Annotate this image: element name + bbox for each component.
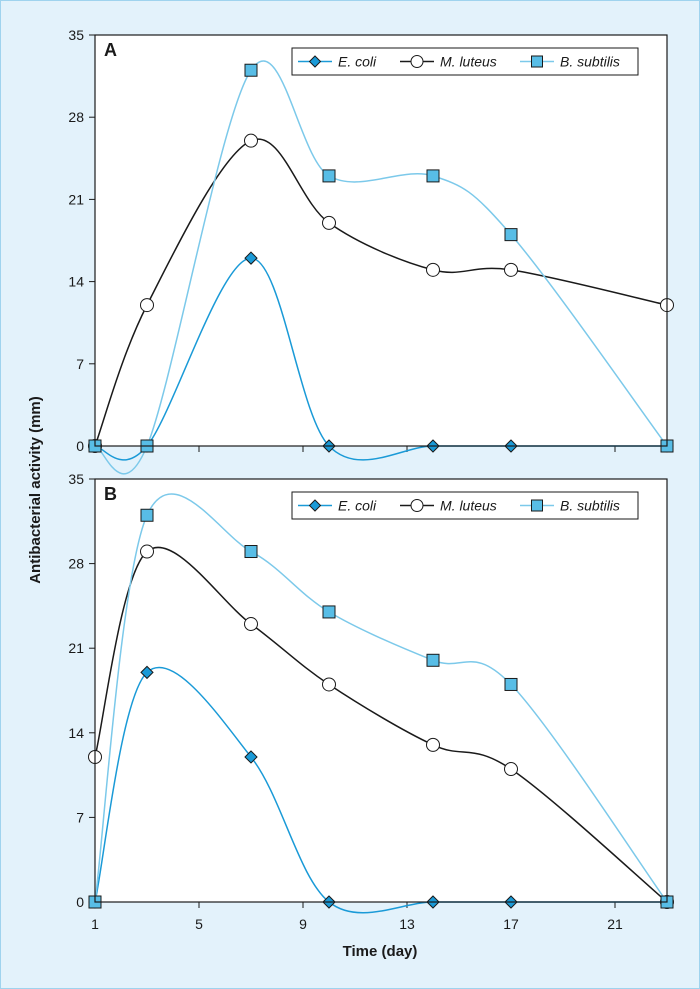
x-axis-label: Time (day) [343, 943, 418, 960]
legend-marker-b-subtilis [531, 499, 543, 512]
y-tick-label: 35 [68, 471, 84, 487]
panel-label: B [104, 484, 117, 504]
legend-marker-m-luteus [410, 55, 424, 68]
legend-marker-b-subtilis [531, 55, 543, 68]
data-point-m-luteus [322, 215, 336, 230]
data-point-b-subtilis [322, 169, 336, 183]
y-tick-label: 7 [76, 809, 84, 825]
plot-area [95, 479, 667, 902]
series-line-b-subtilis [94, 60, 668, 475]
y-tick-label: 7 [76, 356, 84, 372]
data-point-m-luteus [322, 677, 336, 692]
legend-label-m-luteus: M. luteus [440, 498, 497, 514]
x-tick-label: 5 [195, 916, 203, 932]
legend-label-b-subtilis: B. subtilis [560, 498, 620, 514]
data-point-b-subtilis [244, 63, 258, 77]
legend-label-m-luteus: M. luteus [440, 54, 497, 70]
data-point-b-subtilis [140, 508, 154, 522]
plot-frame [94, 478, 668, 903]
series-line-b-subtilis [94, 493, 668, 903]
x-tick-label: 13 [399, 916, 415, 932]
y-tick-label: 14 [68, 725, 84, 741]
y-tick-label: 35 [68, 27, 84, 43]
data-point-e-coli [244, 750, 258, 764]
legend-marker-e-coli [308, 499, 322, 512]
data-point-b-subtilis [244, 545, 258, 559]
data-point-b-subtilis [426, 653, 440, 667]
legend-label-e-coli: E. coli [338, 498, 377, 514]
y-tick-label: 21 [68, 640, 84, 656]
data-point-b-subtilis [426, 169, 440, 183]
plot-frame [94, 34, 668, 447]
legend-label-b-subtilis: B. subtilis [560, 54, 620, 70]
y-tick-label: 21 [68, 191, 84, 207]
data-point-m-luteus [426, 262, 440, 277]
legend-box [291, 47, 639, 76]
y-tick-label: 0 [76, 894, 84, 910]
panel-label: A [104, 40, 117, 60]
data-point-e-coli [244, 251, 258, 265]
series-markers [88, 63, 674, 453]
y-tick-label: 14 [68, 274, 84, 290]
y-tick-label: 28 [68, 556, 84, 572]
legend-label-e-coli: E. coli [338, 54, 377, 70]
y-axis-label: Antibacterial activity (mm) [27, 396, 44, 584]
data-point-b-subtilis [504, 228, 518, 242]
data-point-b-subtilis [322, 605, 336, 619]
data-point-m-luteus [140, 298, 154, 313]
data-point-m-luteus [244, 133, 258, 148]
plot-area [95, 35, 667, 446]
data-point-b-subtilis [504, 677, 518, 691]
x-tick-label: 1 [91, 916, 99, 932]
data-point-m-luteus [504, 762, 518, 777]
legend: E. coli M. luteus B. subtilis [291, 491, 639, 520]
legend-marker-m-luteus [410, 499, 424, 512]
x-tick-label: 9 [299, 916, 307, 932]
data-point-m-luteus [426, 737, 440, 752]
x-tick-label: 17 [503, 916, 519, 932]
panel-B: 0 7 14 21 28 35 1 5 9 13 17 21 B E. coli M. luteus B. s… [68, 471, 674, 932]
data-point-m-luteus [140, 544, 154, 559]
legend-marker-e-coli [308, 55, 322, 68]
legend: E. coli M. luteus B. subtilis [291, 47, 639, 76]
panel-A: 0 7 14 21 28 35 A E. coli M. luteus B. subtilis [68, 27, 674, 475]
data-point-m-luteus [504, 262, 518, 277]
y-tick-label: 28 [68, 109, 84, 125]
x-tick-label: 21 [607, 916, 623, 932]
data-point-m-luteus [244, 617, 258, 632]
legend-box [291, 491, 639, 520]
y-tick-label: 0 [76, 438, 84, 454]
chart-panels: 0 7 14 21 28 35 A E. coli M. luteus B. subtilis 0 7… [68, 27, 674, 932]
data-point-e-coli [140, 665, 154, 680]
